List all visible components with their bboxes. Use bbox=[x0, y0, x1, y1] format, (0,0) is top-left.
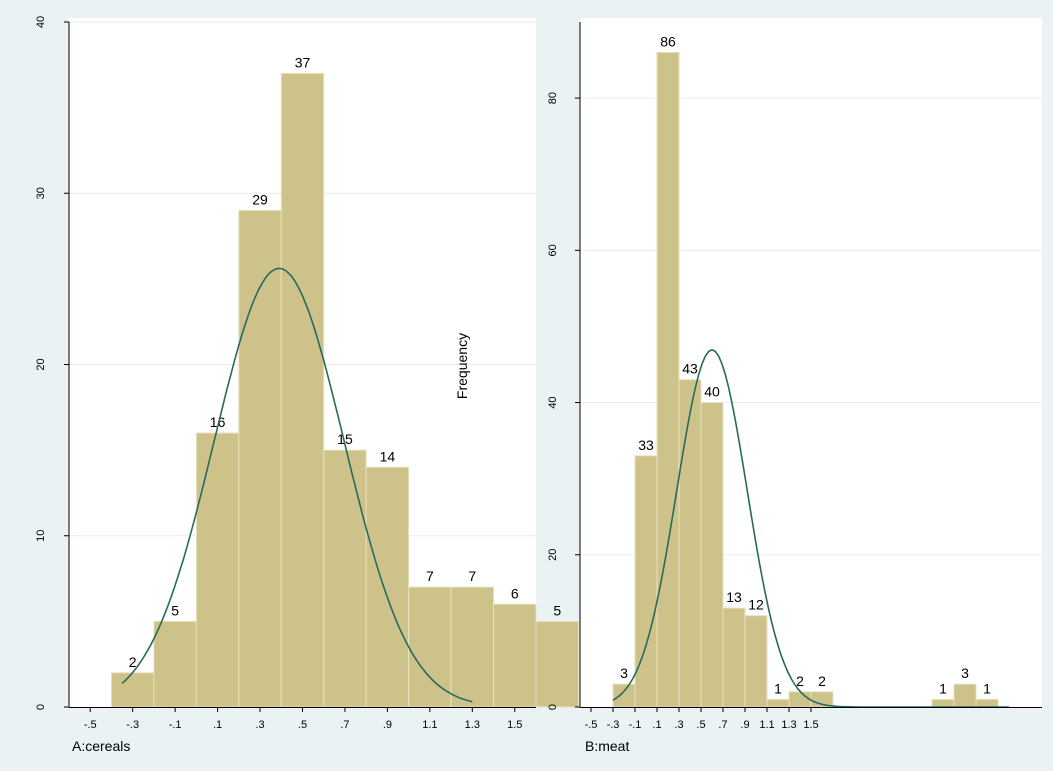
histogram-bar bbox=[612, 683, 636, 708]
x-tick-label: 1.1 bbox=[422, 719, 437, 731]
histogram-bar bbox=[195, 432, 240, 708]
y-tick-label: 40 bbox=[547, 396, 559, 408]
bar-value-label: 2 bbox=[818, 673, 826, 689]
histogram-bar bbox=[931, 698, 955, 708]
histogram-bar bbox=[493, 603, 537, 708]
histogram-bar bbox=[953, 683, 977, 708]
x-tick-label: .9 bbox=[383, 719, 392, 731]
x-tick-label: 1.1 bbox=[759, 719, 774, 731]
panel-a: 2 5 16 29 37 15 14 7 7 6 5 0 10 20 30 40 -.5 -.3 -.1 .1 .3 .5… bbox=[35, 16, 579, 754]
bar-value-label: 3 bbox=[961, 665, 969, 681]
histogram-bar bbox=[535, 620, 579, 708]
histogram-bar bbox=[280, 72, 325, 708]
y-axis-title: Frequency bbox=[454, 333, 470, 399]
bar-value-label: 13 bbox=[726, 589, 742, 605]
histogram-bar bbox=[700, 402, 724, 708]
bar-value-label: 40 bbox=[704, 384, 720, 400]
y-tick-label: 10 bbox=[35, 530, 47, 542]
y-tick-label: 0 bbox=[35, 704, 47, 710]
histogram-bar bbox=[766, 698, 790, 708]
y-tick-label: 80 bbox=[547, 92, 559, 104]
x-tick-label: -.5 bbox=[84, 719, 97, 731]
bar-value-label: 1 bbox=[939, 680, 947, 696]
histogram-bar bbox=[678, 379, 702, 708]
x-tick-label: -.5 bbox=[585, 719, 598, 731]
x-tick-label: 1.5 bbox=[507, 719, 522, 731]
y-tick-label: 20 bbox=[35, 358, 47, 370]
histogram-bar bbox=[153, 620, 197, 708]
y-tick-label: 40 bbox=[35, 16, 47, 28]
bar-value-label: 7 bbox=[426, 568, 434, 584]
x-tick-label: .1 bbox=[213, 719, 222, 731]
x-tick-label: 1.3 bbox=[781, 719, 796, 731]
bar-value-label: 7 bbox=[468, 568, 476, 584]
bar-value-label: 5 bbox=[171, 602, 179, 618]
x-tick-label: .5 bbox=[696, 719, 705, 731]
histogram-bar bbox=[238, 209, 282, 708]
x-tick-label: -.3 bbox=[607, 719, 620, 731]
x-axis-title: A:cereals bbox=[72, 738, 130, 754]
bar-value-label: 14 bbox=[380, 448, 396, 464]
histogram-bar bbox=[744, 615, 768, 708]
x-axis-title: B:meat bbox=[585, 738, 629, 754]
histogram-bar bbox=[450, 586, 495, 708]
y-tick-label: 0 bbox=[547, 704, 559, 710]
histogram-bar bbox=[788, 691, 812, 708]
x-tick-label: 1.5 bbox=[803, 719, 818, 731]
histogram-bar bbox=[110, 672, 155, 708]
bar-value-label: 43 bbox=[682, 361, 698, 377]
bar-value-label: 3 bbox=[620, 665, 628, 681]
x-tick-label: .7 bbox=[340, 719, 349, 731]
histogram-bar bbox=[722, 607, 746, 708]
x-tick-label: -.1 bbox=[629, 719, 642, 731]
bar-value-label: 29 bbox=[252, 191, 268, 207]
x-tick-label: .1 bbox=[652, 719, 661, 731]
bar-value-label: 1 bbox=[774, 680, 782, 696]
y-tick-label: 60 bbox=[547, 244, 559, 256]
bar-value-label: 86 bbox=[660, 33, 676, 49]
x-tick-label: -.3 bbox=[126, 719, 139, 731]
bar-value-label: 6 bbox=[511, 585, 519, 601]
bar-value-label: 12 bbox=[748, 597, 764, 613]
histogram-bar bbox=[365, 466, 410, 708]
bar-value-label: 16 bbox=[210, 414, 226, 430]
x-tick-label: .5 bbox=[298, 719, 307, 731]
y-tick-label: 20 bbox=[547, 549, 559, 561]
histogram-bar bbox=[975, 698, 999, 708]
histogram-bar bbox=[656, 51, 680, 708]
x-tick-label: 1.3 bbox=[465, 719, 480, 731]
x-tick-label: .9 bbox=[740, 719, 749, 731]
bar-value-label: 2 bbox=[796, 673, 804, 689]
x-tick-label: .7 bbox=[718, 719, 727, 731]
x-tick-label: .3 bbox=[255, 719, 264, 731]
x-tick-label: .3 bbox=[674, 719, 683, 731]
normal-density-curve bbox=[121, 267, 473, 703]
x-tick-label: -.1 bbox=[169, 719, 182, 731]
bar-value-label: 15 bbox=[337, 431, 353, 447]
bar-value-label: 1 bbox=[983, 680, 991, 696]
histogram-bar bbox=[323, 449, 367, 708]
bar-value-label: 37 bbox=[295, 54, 311, 70]
bar-value-label: 5 bbox=[553, 602, 561, 618]
bar-value-label: 2 bbox=[129, 654, 137, 670]
bar-value-label: 33 bbox=[638, 437, 654, 453]
histogram-bar bbox=[634, 455, 658, 708]
y-tick-label: 30 bbox=[35, 187, 47, 199]
